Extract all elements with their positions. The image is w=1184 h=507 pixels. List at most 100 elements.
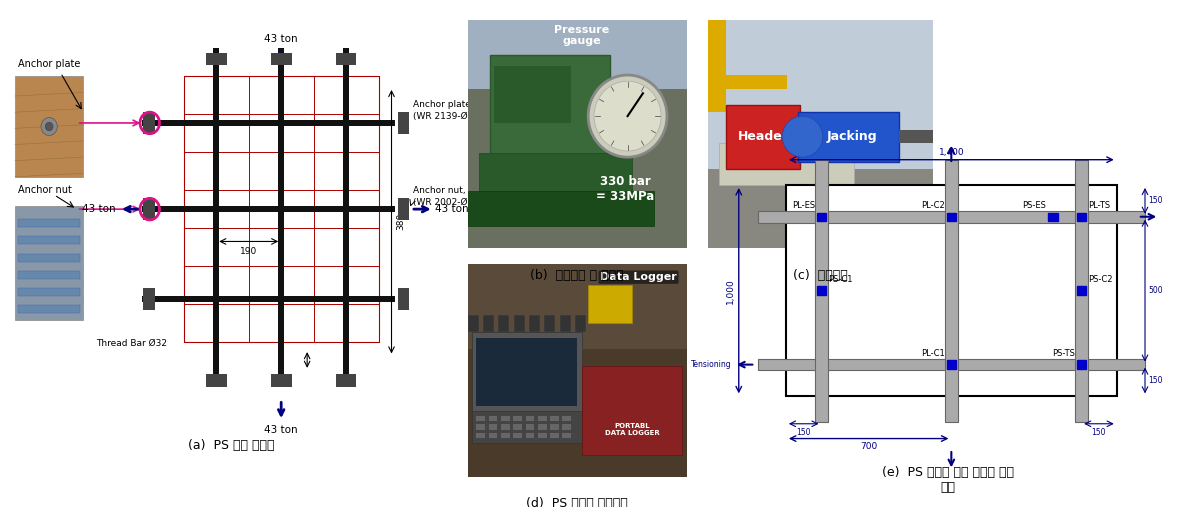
Bar — [900, 130, 933, 143]
Bar — [18, 219, 81, 227]
Bar — [18, 254, 81, 262]
Bar — [501, 416, 510, 421]
Bar — [476, 424, 485, 430]
Bar — [489, 416, 497, 421]
Bar — [588, 285, 632, 323]
Bar — [545, 315, 555, 332]
Bar — [815, 160, 828, 422]
Bar — [538, 424, 547, 430]
Bar — [483, 315, 494, 332]
Text: PS-ES: PS-ES — [1023, 201, 1047, 210]
Bar — [206, 374, 226, 387]
Bar — [708, 20, 726, 112]
Text: Pressure
gauge: Pressure gauge — [554, 25, 610, 47]
Text: 380: 380 — [397, 213, 405, 230]
Bar — [817, 212, 826, 221]
Circle shape — [45, 122, 53, 131]
Text: Header: Header — [738, 130, 789, 143]
Text: Jacking: Jacking — [826, 130, 877, 143]
Bar — [143, 198, 155, 220]
Text: Anchor plate, flat: Anchor plate, flat — [412, 99, 491, 108]
Text: PS-C2: PS-C2 — [1088, 275, 1112, 284]
Text: 43 ton: 43 ton — [436, 204, 469, 214]
Bar — [468, 264, 687, 349]
Bar — [143, 112, 155, 134]
Text: (d)  PS 긴장력 계측장비: (d) PS 긴장력 계측장비 — [527, 497, 628, 507]
Text: 330 bar
= 33MPa: 330 bar = 33MPa — [597, 175, 655, 203]
Text: PS-TS: PS-TS — [1051, 349, 1075, 358]
Text: 150: 150 — [1092, 428, 1106, 437]
Text: 500: 500 — [1148, 286, 1163, 295]
Text: Thread Bar Ø32: Thread Bar Ø32 — [96, 339, 167, 347]
Bar — [758, 359, 1145, 371]
Bar — [538, 416, 547, 421]
Bar — [271, 374, 291, 387]
Bar — [575, 315, 586, 332]
Circle shape — [588, 75, 667, 157]
Bar — [489, 433, 497, 438]
Text: 1,400: 1,400 — [939, 148, 964, 157]
Text: (c)  긴장작업: (c) 긴장작업 — [793, 269, 848, 282]
Bar — [581, 366, 682, 455]
Text: 150: 150 — [1148, 376, 1163, 385]
Bar — [513, 424, 522, 430]
Bar — [538, 433, 547, 438]
Bar — [529, 315, 540, 332]
Bar — [468, 315, 478, 332]
Bar — [142, 206, 394, 212]
Bar — [336, 374, 356, 387]
Bar — [498, 315, 509, 332]
Text: (WR 2139-Ø): (WR 2139-Ø) — [412, 112, 471, 121]
Bar — [513, 433, 522, 438]
Text: (a)  PS 긴장 개요도: (a) PS 긴장 개요도 — [187, 439, 275, 452]
Bar — [278, 48, 284, 378]
Text: (e)  PS 긴장력 측정 게이지 부착
위치: (e) PS 긴장력 측정 게이지 부착 위치 — [882, 466, 1014, 494]
Text: PL-ES: PL-ES — [792, 201, 815, 210]
Bar — [945, 160, 958, 422]
Bar — [343, 48, 349, 378]
Bar — [206, 53, 226, 65]
Bar — [708, 75, 787, 89]
Bar — [514, 315, 525, 332]
Text: PL-C1: PL-C1 — [921, 349, 945, 358]
Bar — [336, 53, 356, 65]
Bar — [18, 305, 81, 313]
Bar — [490, 54, 610, 157]
Bar — [708, 168, 933, 248]
Bar — [476, 338, 578, 406]
Text: (WR 2002-Ø): (WR 2002-Ø) — [412, 198, 470, 207]
Bar — [143, 288, 155, 310]
Bar — [142, 296, 394, 302]
Bar — [15, 76, 83, 177]
Bar — [947, 360, 955, 369]
Circle shape — [41, 118, 57, 135]
Bar — [1076, 360, 1086, 369]
Bar — [184, 76, 379, 342]
Bar — [476, 433, 485, 438]
Text: 43 ton: 43 ton — [264, 425, 298, 434]
Bar — [501, 433, 510, 438]
Bar — [1048, 212, 1057, 221]
Bar — [817, 286, 826, 295]
Text: 150: 150 — [797, 428, 811, 437]
Bar — [468, 192, 654, 226]
Bar — [18, 236, 81, 244]
Bar — [271, 53, 291, 65]
Bar — [494, 66, 571, 123]
Bar — [1076, 286, 1086, 295]
Bar — [560, 315, 571, 332]
Text: Anchor plate: Anchor plate — [18, 59, 81, 69]
Bar — [786, 185, 1117, 396]
Bar — [489, 424, 497, 430]
Bar — [720, 143, 855, 185]
Text: Anchor nut: Anchor nut — [18, 185, 72, 195]
Bar — [468, 20, 687, 89]
Text: PORTABL
DATA LOGGER: PORTABL DATA LOGGER — [605, 423, 659, 436]
Bar — [526, 424, 534, 430]
Bar — [551, 424, 559, 430]
Bar — [551, 416, 559, 421]
Bar — [18, 288, 81, 296]
Text: 1,000: 1,000 — [726, 278, 735, 304]
Text: 190: 190 — [240, 247, 257, 256]
Bar — [1075, 160, 1088, 422]
